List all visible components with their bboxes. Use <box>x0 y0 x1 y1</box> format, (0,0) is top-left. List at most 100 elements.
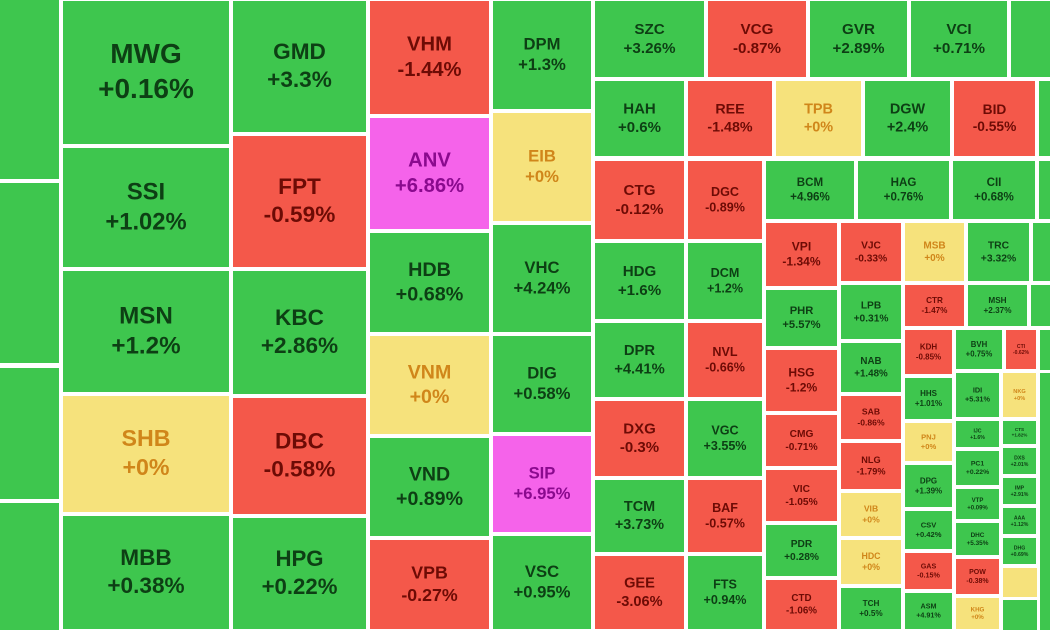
tile <box>1040 330 1050 370</box>
change: +0.09% <box>967 505 988 511</box>
tile: SZC +3.26% <box>595 1 704 77</box>
ticker: CTG <box>624 182 656 199</box>
ticker: MWG <box>110 38 182 69</box>
tile: DPG+1.39% <box>905 465 952 507</box>
tile: VPB-0.27% <box>370 540 489 629</box>
tile: ASM+4.91% <box>905 593 952 629</box>
tile: HSG -1.2% <box>766 350 837 411</box>
tile: DCM +1.2% <box>688 243 762 319</box>
tile: DXG -0.3% <box>595 401 684 476</box>
ticker: NLG <box>861 455 880 465</box>
ticker: ASM <box>921 602 937 611</box>
ticker: VHC <box>524 258 559 277</box>
tile: DHG+0.69% <box>1003 538 1036 564</box>
tile: BCM +4.96% <box>766 161 854 219</box>
ticker: VPB <box>411 563 448 583</box>
ticker: HDB <box>408 259 451 281</box>
ticker: HPG <box>275 546 323 571</box>
tile: GAS-0.15% <box>905 553 952 589</box>
change: +1.6% <box>618 282 662 299</box>
tile-box <box>905 553 952 589</box>
ticker: HHS <box>920 389 938 398</box>
tile <box>1033 223 1050 281</box>
tile: TRC+3.32% <box>968 223 1029 281</box>
change: +0% <box>410 386 450 408</box>
ticker: MBB <box>120 545 171 570</box>
ticker: CMG <box>790 429 814 440</box>
tile-box <box>688 556 762 629</box>
tile: TCH+0.5% <box>841 588 901 629</box>
change: +3.32% <box>981 253 1016 264</box>
ticker: VIC <box>793 484 811 495</box>
ticker: VSC <box>525 562 559 581</box>
ticker: TCH <box>863 599 880 608</box>
tile <box>0 368 59 499</box>
ticker: GVR <box>842 21 875 38</box>
tile: DPM +1.3% <box>493 1 591 109</box>
tile-box <box>595 81 684 156</box>
tile: TPB +0% <box>776 81 861 156</box>
tile-box <box>688 161 762 239</box>
tile-box <box>905 330 952 374</box>
tile: VHM -1.44% <box>370 1 489 114</box>
ticker: HDC <box>861 551 881 561</box>
change: -0.33% <box>855 253 887 264</box>
tile-box <box>1006 330 1036 369</box>
tile-box <box>956 330 1002 369</box>
change: -0.86% <box>857 417 885 427</box>
tile: REE -1.48% <box>688 81 772 156</box>
tile-box <box>841 540 901 584</box>
tile: CTD-1.06% <box>766 580 837 629</box>
ticker: PHR <box>790 305 814 317</box>
tile-box <box>63 1 229 144</box>
change: +1.6% <box>970 435 985 441</box>
change: +0.42% <box>916 530 942 539</box>
ticker: CTI <box>1017 344 1026 350</box>
tile-box <box>841 493 901 536</box>
tile-box <box>810 1 907 77</box>
ticker: VIB <box>864 504 878 514</box>
tile: HPG +0.22% <box>233 518 366 629</box>
change: +1.2% <box>707 282 743 296</box>
tile-box <box>688 243 762 319</box>
tile: CTI-0.62% <box>1006 330 1036 369</box>
change: +0.68% <box>396 284 464 306</box>
tile: EIB +0% <box>493 113 591 221</box>
tile: CSV+0.42% <box>905 511 952 549</box>
tile-box <box>595 1 704 77</box>
ticker: DPG <box>920 476 937 485</box>
ticker: AAA <box>1014 515 1025 521</box>
tile-box <box>905 285 964 326</box>
tile-box <box>956 559 999 594</box>
ticker: DHG <box>1014 545 1026 551</box>
tile-box <box>766 580 837 629</box>
change: +6.95% <box>514 484 571 503</box>
tile-box <box>233 398 366 514</box>
tile-box <box>370 233 489 332</box>
ticker: HAH <box>623 100 656 117</box>
tile-box <box>841 343 901 392</box>
change: -0.38% <box>966 578 989 585</box>
tile: VIB+0% <box>841 493 901 536</box>
change: -0.58% <box>264 457 336 482</box>
tile: HDG +1.6% <box>595 243 684 319</box>
tile-box <box>233 1 366 132</box>
tile-box <box>595 243 684 319</box>
tile-box <box>688 401 762 476</box>
tile-box <box>858 161 949 219</box>
change: -0.15% <box>917 571 940 580</box>
ticker: TRC <box>988 241 1010 252</box>
tile-box <box>766 350 837 411</box>
tile-box <box>766 415 837 466</box>
ticker: FTS <box>713 577 737 591</box>
tile: HDC+0% <box>841 540 901 584</box>
change: -3.06% <box>616 594 662 610</box>
change: +2.01% <box>1011 462 1029 468</box>
change: +4.41% <box>614 362 665 378</box>
tile-box <box>233 136 366 267</box>
tile-box <box>841 396 901 439</box>
tile <box>0 183 59 363</box>
change: +0.89% <box>396 488 463 510</box>
tile-box <box>370 438 489 536</box>
change: -0.57% <box>705 517 745 531</box>
